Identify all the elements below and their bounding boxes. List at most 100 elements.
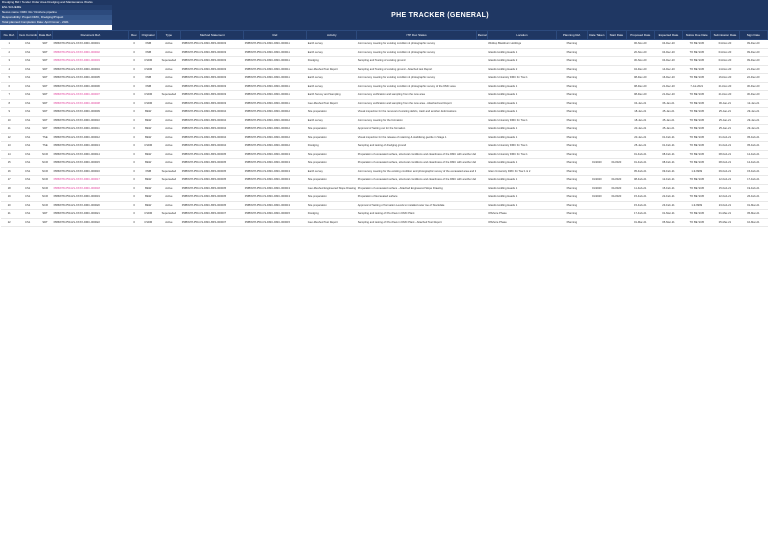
table-row[interactable]: 5 CS1 SDT PRBW78-P50-HS-XXXX-DMC-000005 0 XMB… [0, 73, 768, 83]
column-header[interactable]: Expected Date [653, 30, 684, 40]
table-cell: 09-Dec-20 [739, 56, 768, 66]
table-cell: 12-Feb-21 [654, 175, 683, 185]
table-row[interactable]: 16 CS1 NCR PRBW78-P50-HS-XXXX-DMC-000016 0 XM… [0, 167, 768, 176]
table-cell: 06-Jan-21 [654, 99, 683, 108]
column-header[interactable]: Ref. [243, 30, 308, 40]
table-row[interactable]: 14 CS1 NCR PRBW78-P50-HS-XXXX-DMC-000014 0 BE… [0, 150, 768, 159]
table-row[interactable]: 22 CS1 SDT PRBW78-P50-HS-XXXX-DMC-000022 0 CS… [0, 218, 768, 227]
column-header[interactable]: Proposed Date [625, 30, 655, 40]
table-cell: Islands Holding Heads 1 [487, 48, 557, 57]
table-cell: Planning [556, 150, 588, 159]
table-row[interactable]: 8 CS1 SDT PRBW78-P50-HS-XXXX-DMC-000008 0 CSD… [0, 99, 768, 108]
table-cell: Geo-Meshed Test Report [306, 99, 357, 108]
table-row[interactable]: 9 CS1 SDT PRBW78-P50-HS-XXXX-DMC-000009 0 BEW… [0, 107, 768, 117]
table-cell: PRBW78-P50-CS-DMC-DMC-000012 [243, 116, 307, 125]
table-cell: Islands Holding Heads 1 [487, 192, 557, 202]
column-header[interactable]: Location [486, 30, 558, 40]
table-cell: Planning [556, 48, 588, 57]
table-cell [476, 56, 488, 66]
table-cell: 11 [0, 124, 18, 134]
table-cell: 08-Feb-21 [710, 150, 740, 159]
column-header[interactable]: Sign Date [738, 30, 768, 40]
column-header[interactable]: Date Taken [586, 30, 608, 40]
table-cell: NCR [37, 175, 53, 185]
table-cell: XMB [139, 167, 157, 176]
table-cell: BEW [139, 175, 157, 185]
table-cell: 5 [0, 73, 18, 83]
table-cell: PRBW78-P50-CS-DMC-BFS-000007 [180, 209, 244, 219]
table-cell: 01-Mar-21 [654, 209, 683, 219]
table-row[interactable]: 12 CS1 TSE PRBW78-P50-HS-XXXX-DMC-000012 0 BE… [0, 133, 768, 142]
table-cell [606, 209, 627, 219]
table-cell [587, 150, 607, 159]
table-cell: Joint survey meeting for existing condit… [356, 39, 477, 49]
table-cell: PRBW78-P50-CS-DMC-BFS-000004 [180, 116, 244, 125]
table-cell: Islands University DMC Fn Tow 1 [487, 73, 557, 83]
table-cell: 0 [128, 133, 140, 142]
table-cell: TSE [37, 141, 53, 151]
table-row[interactable]: 20 CS1 NCR PRBW78-P50-HS-XXXX-DMC-000020 0 BE… [0, 201, 768, 210]
table-cell: Planning [556, 90, 588, 100]
table-row[interactable]: 21 CS1 SDT PRBW78-P50-HS-XXXX-DMC-000021 0 CS… [0, 209, 768, 219]
column-header[interactable]: Document Ref. [52, 30, 130, 40]
column-header[interactable]: Submission Date [710, 30, 740, 40]
column-header[interactable]: Remarks [475, 30, 488, 40]
table-cell [476, 107, 488, 117]
table-row[interactable]: 18 CS1 NCR PRBW78-P50-HS-XXXX-DMC-000018 0 BE… [0, 184, 768, 193]
table-cell: PRBW78-P50-CS-DMC-DMC-000011 [243, 82, 307, 91]
table-cell: XMB [139, 39, 157, 49]
column-header[interactable]: ITP Doc Status [356, 30, 477, 40]
table-row[interactable]: 15 CS1 NCR PRBW78-P50-HS-XXXX-DMC-000015 0 BE… [0, 158, 768, 168]
table-cell: 21-Dec-20 [710, 90, 740, 100]
column-header[interactable]: Method Statement [180, 30, 245, 40]
table-cell: Earth survey [306, 73, 357, 83]
table-cell: 0 [128, 158, 140, 168]
table-cell [606, 167, 627, 176]
table-cell: PRBW78-P50-HS-XXXX-DMC-000013 [52, 141, 129, 151]
table-row[interactable]: 13 CS1 TSE PRBW78-P50-HS-XXXX-DMC-000013 0 CS… [0, 141, 768, 151]
column-header[interactable]: Rev. [128, 30, 141, 40]
table-cell: 04-Dec-20 [654, 48, 683, 57]
table-cell: 0 [128, 99, 140, 108]
table-row[interactable]: 4 CS1 SDT PRBW78-P50-HS-XXXX-DMC-000004 0 CSD… [0, 65, 768, 74]
column-header[interactable]: Planning Ref. [556, 30, 588, 40]
table-row[interactable]: 19 CS1 NCR PRBW78-P50-HS-XXXX-DMC-000019 0 BE… [0, 192, 768, 202]
table-cell: PRBW78-P50-CS-DMC-DMC-000013 [243, 184, 307, 193]
table-cell: 2 [0, 48, 18, 57]
table-cell: 25-Jan-21 [710, 107, 740, 117]
table-cell: 01/2020 [587, 158, 607, 168]
column-header[interactable]: Item Commitment [17, 30, 38, 40]
table-cell: 1-9-9999 [682, 167, 711, 176]
table-cell: PRBW78-P50-CS-DMC-DMC-000011 [243, 48, 307, 57]
table-row[interactable]: 10 CS1 SDT PRBW78-P50-HS-XXXX-DMC-000010 0 BE… [0, 116, 768, 125]
column-header[interactable]: Activity [306, 30, 358, 40]
table-cell: Sampling and testing of Pre-Pave in DMC … [356, 218, 477, 227]
table-cell: 0 [128, 192, 140, 202]
table-cell [606, 133, 627, 142]
table-cell: TO BE SUB [682, 56, 711, 66]
column-header[interactable]: Start Date [606, 30, 627, 40]
table-row[interactable]: 11 CS1 SDT PRBW78-P50-HS-XXXX-DMC-000011 0 BE… [0, 124, 768, 134]
column-header[interactable]: Date Ref. [36, 30, 54, 40]
table-row[interactable]: 1 CS1 SDT PRBW78-P50-HS-XXXX-DMC-000001 0 XMB… [0, 39, 768, 49]
table-cell: Geo-Meshed Engineered Slope Drawing [306, 184, 357, 193]
table-row[interactable]: 17 CS1 NCR PRBW78-P50-HS-XXXX-DMC-000017 0 BE… [0, 175, 768, 185]
table-cell: Visual inspection for the removal of exi… [356, 107, 477, 117]
table-row[interactable]: 3 CS1 SDT PRBW78-P50-HS-XXXX-DMC-000003 0 CSD… [0, 56, 768, 66]
column-header[interactable]: No. Ref. [0, 30, 19, 40]
table-row[interactable]: 2 CS1 SDT PRBW78-P50-HS-XXXX-DMC-000002 0 XMB… [0, 48, 768, 57]
table-cell: PRBW78-P50-CS-DMC-DMC-000011 [243, 73, 307, 83]
column-header[interactable]: Type [156, 30, 182, 40]
table-cell: 09-Dec-20 [739, 48, 768, 57]
table-row[interactable]: 6 CS1 SDT PRBW78-P50-HS-XXXX-DMC-000006 0 XMB… [0, 82, 768, 91]
table-cell [476, 99, 488, 108]
table-row[interactable]: 7 CS1 SDT PRBW78-P50-HS-XXXX-DMC-000007 0 CSD… [0, 90, 768, 100]
table-cell: PRBW78-P50-CS-DMC-DMC-000011 [243, 65, 307, 74]
table-cell: SDT [37, 48, 53, 57]
table-cell: 0 [128, 56, 140, 66]
table-cell [606, 90, 627, 100]
column-header[interactable]: Originator [139, 30, 158, 40]
table-cell: 11-Feb-21 [626, 184, 655, 193]
table-cell: 1-9-9999 [682, 201, 711, 210]
column-header[interactable]: Notice Due Date [682, 30, 712, 40]
